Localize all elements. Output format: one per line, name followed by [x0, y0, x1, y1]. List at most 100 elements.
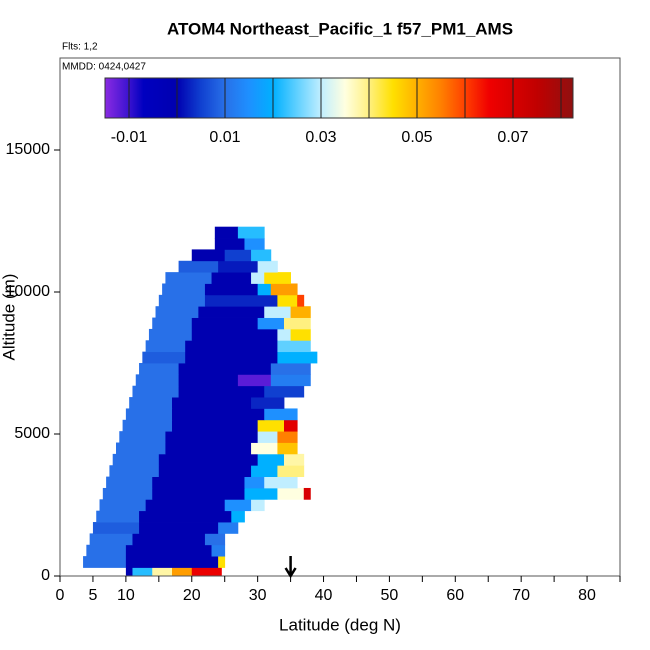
data-cell: [152, 476, 245, 489]
data-cell: [155, 306, 199, 318]
y-tick-label: 0: [41, 567, 50, 584]
data-cell: [148, 328, 193, 341]
data-cell: [162, 283, 206, 296]
data-cell: [83, 556, 127, 568]
data-cell: [277, 431, 298, 443]
data-cell: [224, 249, 252, 262]
data-cell: [218, 522, 239, 534]
data-cell: [135, 374, 179, 387]
data-cell: [172, 397, 252, 409]
data-cell: [125, 544, 212, 557]
data-cell: [132, 533, 206, 546]
data-cell: [204, 294, 278, 307]
data-cell: [277, 351, 318, 364]
data-cell: [165, 272, 212, 284]
data-cell: [277, 442, 298, 455]
data-cell: [270, 374, 311, 387]
data-cell: [277, 465, 305, 478]
colorbar-tick-label: 0.07: [497, 129, 528, 146]
y-tick-label: 10000: [6, 283, 51, 300]
data-cell: [264, 385, 305, 398]
data-cell: [132, 385, 179, 398]
data-cell: [132, 567, 153, 577]
data-cell: [284, 453, 305, 466]
data-cell: [125, 556, 219, 568]
data-cell: [139, 363, 179, 375]
data-cell: [244, 487, 278, 500]
x-tick-label: 40: [315, 587, 333, 604]
data-cell: [178, 385, 265, 398]
data-cell: [290, 306, 311, 318]
data-cell: [145, 340, 186, 353]
data-cell: [158, 453, 259, 466]
data-cell: [122, 419, 173, 432]
data-cell: [139, 522, 219, 534]
colorbar-tick-label: 0.01: [209, 129, 240, 146]
colorbar: [104, 77, 574, 119]
data-cell: [284, 317, 311, 330]
x-axis-label: Latitude (deg N): [279, 615, 401, 634]
y-tick-label: 15000: [6, 141, 51, 158]
data-cell: [109, 465, 160, 478]
data-cell: [257, 317, 285, 330]
data-cell: [277, 340, 311, 353]
data-cell: [172, 567, 193, 577]
data-cell: [277, 294, 298, 307]
data-cell: [231, 510, 245, 523]
subtitle: Flts: 1,2: [62, 42, 98, 53]
data-cell: [158, 294, 206, 307]
data-cell: [178, 260, 219, 273]
data-cell: [224, 499, 252, 512]
x-tick-label: 50: [381, 587, 399, 604]
data-cell: [191, 249, 226, 262]
colorbar-tick-label: 0.05: [401, 129, 432, 146]
x-tick-label: 10: [117, 587, 135, 604]
data-cell: [251, 499, 265, 512]
data-cell: [204, 533, 226, 546]
data-cell: [251, 442, 278, 455]
data-cell: [257, 419, 285, 432]
data-cell: [297, 294, 305, 307]
data-cell: [152, 567, 173, 577]
annotation: MMDD: 0424,0427: [62, 62, 146, 73]
data-cell: [191, 317, 259, 330]
data-cell: [277, 328, 291, 341]
data-cell: [251, 272, 265, 284]
data-cell: [251, 465, 278, 478]
data-cell: [165, 442, 252, 455]
data-cell: [198, 306, 265, 318]
data-cell: [211, 544, 226, 557]
data-cell: [264, 272, 291, 284]
data-cell: [125, 408, 173, 421]
data-cell: [89, 533, 133, 546]
colorbar-tick-label: 0.03: [305, 129, 336, 146]
data-cell: [270, 363, 311, 375]
data-cell: [257, 431, 278, 443]
data-cell: [204, 283, 259, 296]
data-cell: [277, 487, 305, 500]
x-tick-label: 20: [183, 587, 201, 604]
data-cell: [214, 238, 245, 250]
x-tick-label: 5: [88, 587, 97, 604]
data-cell: [237, 374, 272, 387]
data-cell: [185, 351, 278, 364]
data-cell: [152, 317, 193, 330]
data-cell: [112, 453, 160, 466]
y-axis-label: Altitude (m): [0, 274, 18, 361]
data-cell: [86, 544, 127, 557]
data-cell: [142, 351, 186, 364]
data-cell: [218, 260, 259, 273]
data-cell: [178, 374, 239, 387]
data-cell: [165, 431, 259, 443]
data-cell: [99, 499, 147, 512]
data-cell: [152, 487, 245, 500]
data-cell: [116, 442, 166, 455]
data-cell: [214, 226, 239, 239]
data-cell: [125, 567, 133, 577]
data-cell: [106, 476, 153, 489]
data-cell: [139, 510, 232, 523]
data-cell: [102, 487, 153, 500]
x-tick-label: 60: [446, 587, 464, 604]
data-cell: [191, 567, 222, 577]
